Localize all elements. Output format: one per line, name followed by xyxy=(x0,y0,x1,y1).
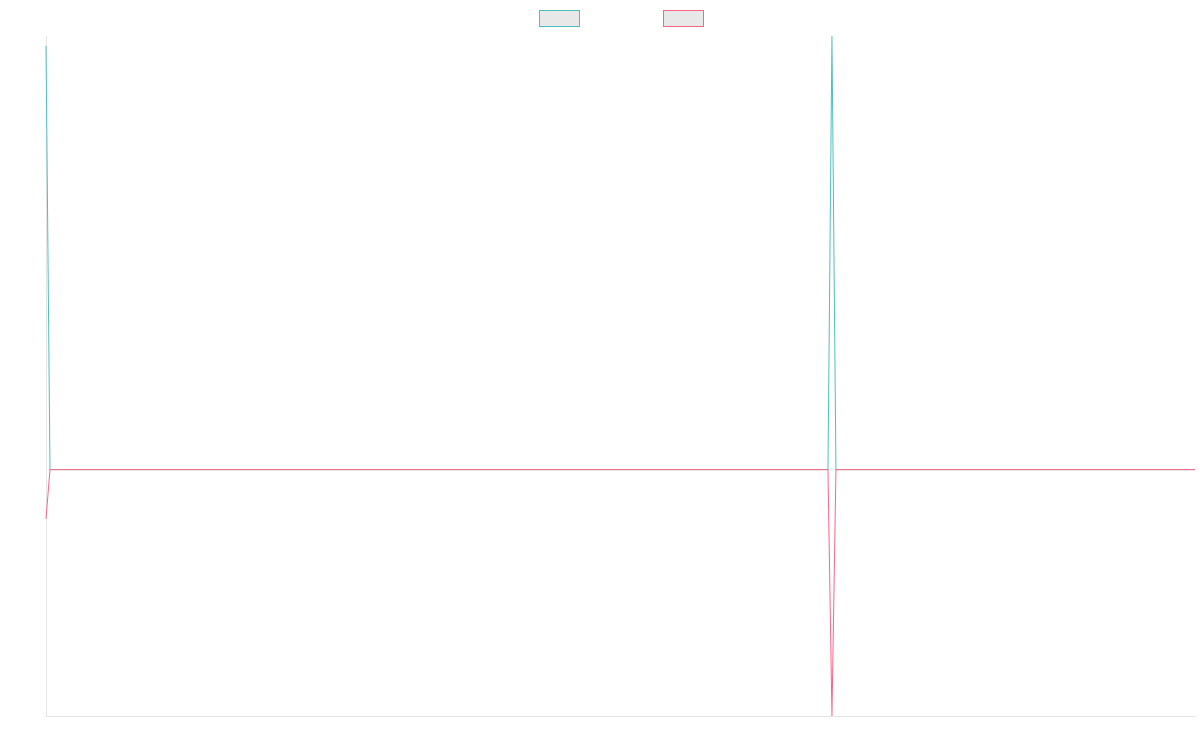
series-line xyxy=(45,35,1195,471)
series-line xyxy=(45,469,1195,717)
legend-swatch xyxy=(663,10,704,27)
legend-swatch xyxy=(539,10,580,27)
